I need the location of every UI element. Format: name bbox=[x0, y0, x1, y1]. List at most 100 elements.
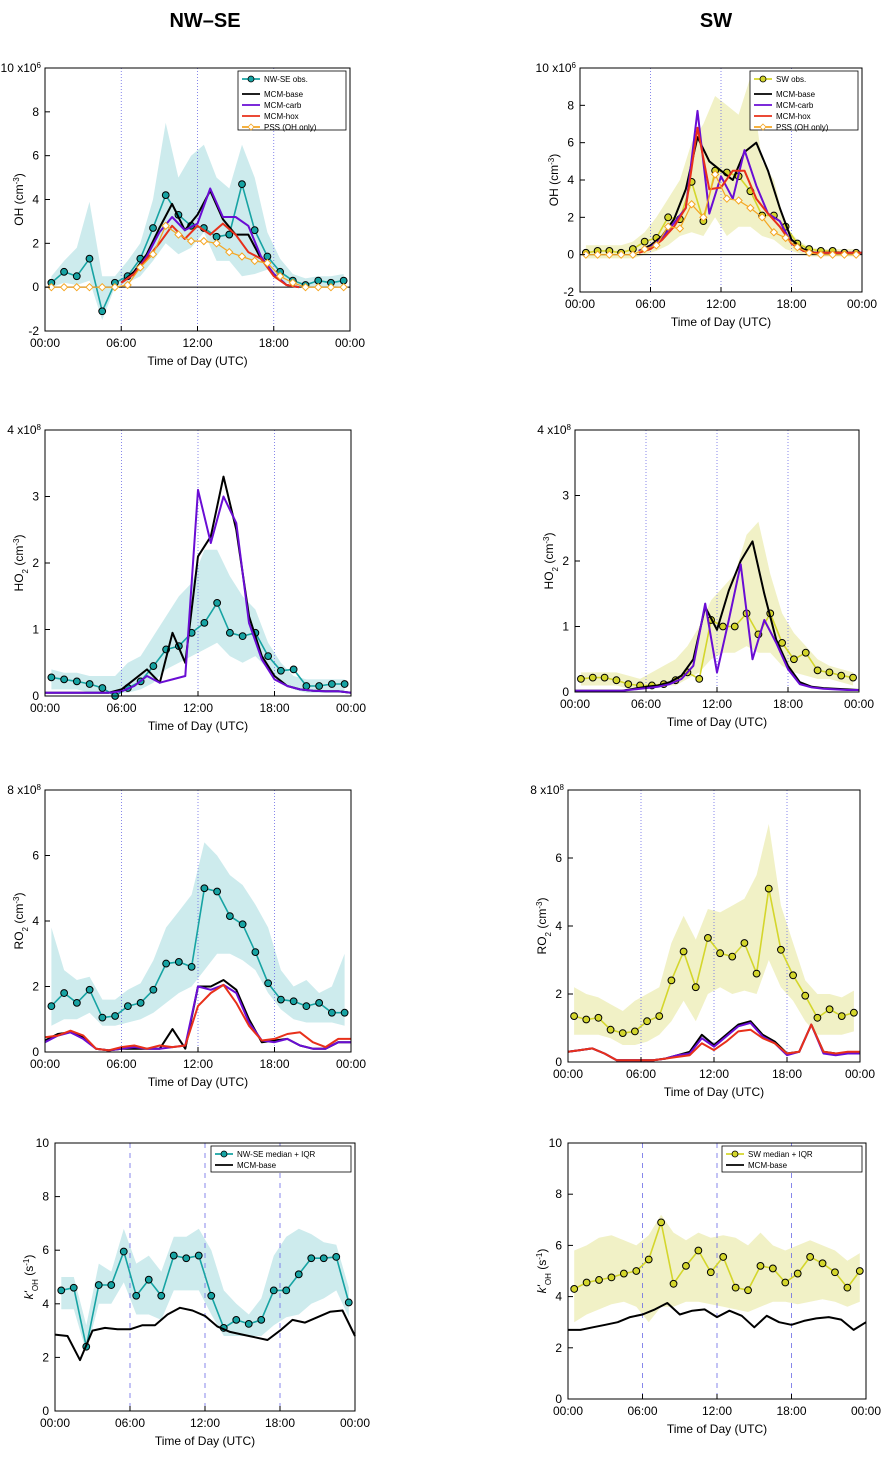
pss-point bbox=[722, 194, 732, 203]
x-axis-label: Time of Day (UTC) bbox=[671, 315, 771, 329]
chart-ho2-nwse: 0 1 2 3 4 x108 00:00 06:00 12:00 18:00 00:00 Time … bbox=[7, 423, 366, 734]
pss-point bbox=[828, 250, 837, 259]
x-tick-label: 00:00 bbox=[851, 1404, 881, 1418]
pss-point bbox=[757, 213, 767, 222]
data-point bbox=[85, 985, 94, 994]
x-tick-label: 06:00 bbox=[106, 336, 136, 350]
x-tick-label: 00:00 bbox=[336, 701, 366, 715]
column-title-sw: SW bbox=[700, 10, 732, 32]
x-tick-label: 06:00 bbox=[627, 1404, 657, 1418]
iqr-band bbox=[574, 1214, 860, 1323]
y-tick-label: 4 bbox=[42, 1297, 49, 1311]
data-point bbox=[618, 1029, 627, 1037]
data-point bbox=[57, 1286, 66, 1295]
x-tick-label: 06:00 bbox=[631, 697, 661, 711]
data-point bbox=[225, 628, 234, 637]
x-tick-label: 00:00 bbox=[340, 1416, 370, 1430]
data-point bbox=[136, 998, 145, 1007]
data-point bbox=[764, 884, 773, 893]
x-tick-label: 00:00 bbox=[335, 336, 365, 350]
data-point bbox=[244, 1320, 253, 1328]
y-tick-label: 2 bbox=[562, 554, 569, 568]
data-point bbox=[577, 675, 585, 683]
chart-ro2-sw: 0 2 4 6 8 x108 00:00 06:00 12:00 18:00 00:00 Time … bbox=[530, 783, 875, 1100]
y-tick-label: 6 bbox=[555, 1238, 562, 1252]
data-point bbox=[777, 945, 785, 954]
y-tick-label: 8 bbox=[555, 1187, 562, 1201]
x-tick-label: 12:00 bbox=[183, 1057, 213, 1071]
data-point bbox=[731, 1283, 740, 1292]
data-point bbox=[837, 671, 846, 680]
data-point bbox=[276, 995, 285, 1004]
data-point bbox=[588, 673, 597, 682]
data-point bbox=[632, 1267, 641, 1275]
series-line bbox=[575, 563, 859, 692]
data-point bbox=[169, 1251, 178, 1260]
x-tick-label: 12:00 bbox=[190, 1416, 220, 1430]
pss-point bbox=[652, 241, 661, 250]
data-point bbox=[132, 1291, 141, 1300]
legend-label: MCM-hox bbox=[776, 112, 811, 121]
y-tick-label: 2 bbox=[555, 987, 562, 1001]
y-tick-label: 4 bbox=[32, 193, 39, 207]
data-point bbox=[72, 677, 81, 686]
data-point bbox=[706, 1268, 715, 1277]
x-tick-label: 18:00 bbox=[773, 697, 803, 711]
x-axis-label: Time of Day (UTC) bbox=[667, 1422, 767, 1436]
data-point bbox=[837, 1012, 846, 1020]
y-tick-label: 4 bbox=[555, 1290, 562, 1304]
data-point bbox=[612, 676, 621, 685]
data-point bbox=[315, 682, 324, 690]
legend-label: PSS (OH only) bbox=[776, 123, 829, 132]
data-point bbox=[85, 680, 94, 688]
pss-point bbox=[339, 282, 348, 292]
data-point bbox=[855, 1267, 864, 1275]
x-tick-label: 18:00 bbox=[776, 297, 806, 311]
data-point bbox=[149, 224, 157, 232]
data-point bbox=[806, 1253, 815, 1261]
data-point bbox=[60, 675, 69, 684]
pss-point bbox=[734, 196, 743, 205]
y-tick-label: 0 bbox=[42, 1404, 49, 1418]
x-tick-label: 18:00 bbox=[259, 701, 289, 715]
data-point bbox=[789, 971, 797, 980]
data-point bbox=[94, 1281, 103, 1289]
data-point bbox=[98, 1013, 107, 1022]
pss-point bbox=[186, 236, 196, 246]
pss-point bbox=[326, 282, 336, 292]
y-tick-label: 0 bbox=[567, 248, 574, 262]
y-scale-label: 8 x108 bbox=[530, 783, 564, 798]
pss-point bbox=[593, 250, 602, 259]
data-point bbox=[831, 1268, 839, 1277]
pss-point bbox=[781, 233, 790, 243]
y-tick-label: 3 bbox=[32, 490, 39, 504]
y-tick-label: -2 bbox=[563, 285, 574, 299]
data-point bbox=[200, 884, 209, 893]
x-tick-label: 18:00 bbox=[265, 1416, 295, 1430]
data-point bbox=[72, 272, 81, 281]
data-point bbox=[594, 1013, 603, 1022]
chart-oh-nwse: -2 0 2 4 6 8 10 x106 00:00 06:00 12:00 18:00 00:00 T… bbox=[1, 61, 366, 369]
data-point bbox=[801, 991, 810, 1000]
legend-marker bbox=[759, 123, 767, 131]
x-tick-label: 00:00 bbox=[30, 1057, 60, 1071]
pss-point bbox=[804, 248, 814, 258]
data-point bbox=[843, 1283, 852, 1292]
data-point bbox=[123, 1002, 132, 1011]
data-point bbox=[232, 1315, 241, 1324]
data-point bbox=[657, 1218, 666, 1227]
data-point bbox=[60, 989, 69, 997]
y-axis-label: OH (cm-3) bbox=[12, 173, 27, 225]
data-point bbox=[600, 673, 609, 682]
y-tick-label: 3 bbox=[562, 489, 569, 503]
y-tick-label: 0 bbox=[32, 689, 39, 703]
data-point bbox=[327, 1008, 336, 1017]
pss-point bbox=[840, 250, 849, 259]
legend-marker bbox=[731, 1150, 739, 1158]
data-point bbox=[619, 1269, 628, 1278]
data-point bbox=[257, 1315, 266, 1324]
data-point bbox=[251, 948, 260, 957]
pss-point bbox=[663, 222, 673, 231]
data-point bbox=[719, 622, 727, 631]
iqr-band bbox=[61, 1228, 349, 1352]
